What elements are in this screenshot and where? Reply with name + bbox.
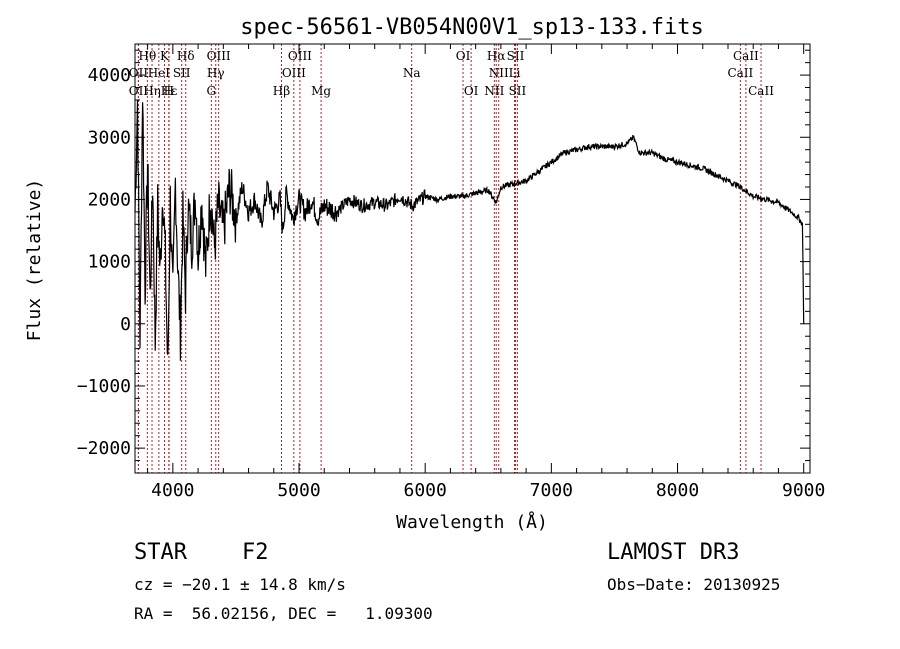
spectral-line-label: H: [164, 84, 174, 98]
spectral-line-label: Hα: [487, 49, 506, 63]
x-tick-label: 7000: [530, 480, 573, 501]
spectral-line-label: Hη: [143, 84, 161, 98]
redshift-cz: cz = −20.1 ± 14.8 km/s: [134, 575, 346, 594]
y-tick-label: 4000: [88, 65, 131, 86]
spectral-line-label: Mg: [311, 84, 331, 98]
plot-frame: [134, 43, 811, 474]
spectral-line-label: OII: [129, 66, 149, 80]
y-axis-label: Flux (relative): [24, 179, 45, 342]
observation-date: Obs−Date: 20130925: [607, 575, 781, 594]
x-tick-label: 5000: [277, 480, 320, 501]
object-subclass: F2: [242, 540, 269, 565]
spectral-line-label: SII: [509, 84, 527, 98]
y-tick-label: 2000: [88, 189, 131, 210]
spectral-line-label: CaII: [727, 66, 753, 80]
y-tick-label: −2000: [77, 438, 131, 459]
spectral-line-label: OI: [456, 49, 471, 63]
spectral-line-label: CaII: [733, 49, 759, 63]
x-axis-label: Wavelength (Å): [396, 511, 548, 533]
spectral-line-label: NII: [489, 66, 509, 80]
object-type: STAR: [134, 540, 187, 565]
x-tick-label: 9000: [782, 480, 825, 501]
spectral-line-label: OIII: [288, 49, 312, 63]
coordinates: RA = 56.02156, DEC = 1.09300: [134, 604, 433, 623]
spectral-line-label: Li: [509, 66, 521, 80]
spectral-line-label: Hε: [161, 84, 178, 98]
spectral-line-label: Na: [403, 66, 421, 80]
spectral-line-label: SII: [507, 49, 525, 63]
axis-ticks: 4000 5000 6000 7000 8000 9000 −2000 −1000 0 1000 2…: [77, 44, 825, 501]
spectral-line-label: Hγ: [207, 66, 225, 80]
x-tick-label: 6000: [404, 480, 447, 501]
spectral-line-label: CaII: [748, 84, 774, 98]
spectral-line-label: G: [207, 84, 217, 98]
survey-name: LAMOST DR3: [607, 540, 740, 565]
x-tick-label: 4000: [151, 480, 194, 501]
spectral-line-label: K: [160, 49, 170, 63]
spectral-line-label: HeI: [148, 66, 171, 80]
y-tick-label: −1000: [77, 376, 131, 397]
y-tick-label: 1000: [88, 252, 131, 273]
spectral-line-label: OIII: [282, 66, 306, 80]
spectral-line-label: OII: [129, 84, 149, 98]
y-tick-label: 3000: [88, 127, 131, 148]
x-tick-label: 8000: [656, 480, 699, 501]
chart-title: spec-56561-VB054N00V1_sp13-133.fits: [240, 15, 704, 40]
spectral-line-label: OIII: [207, 49, 231, 63]
y-tick-label: 0: [120, 314, 131, 335]
spectral-line-label: Hδ: [177, 49, 195, 63]
spectral-line-label: Hβ: [273, 84, 290, 98]
spectral-line-label: Hθ: [139, 49, 157, 63]
spectrum-series-line: [134, 99, 805, 361]
spectral-line-label: NII: [484, 84, 504, 98]
spectral-line-label: SII: [173, 66, 191, 80]
spectral-line-markers: [137, 44, 762, 473]
spectral-line-label: OI: [464, 84, 479, 98]
